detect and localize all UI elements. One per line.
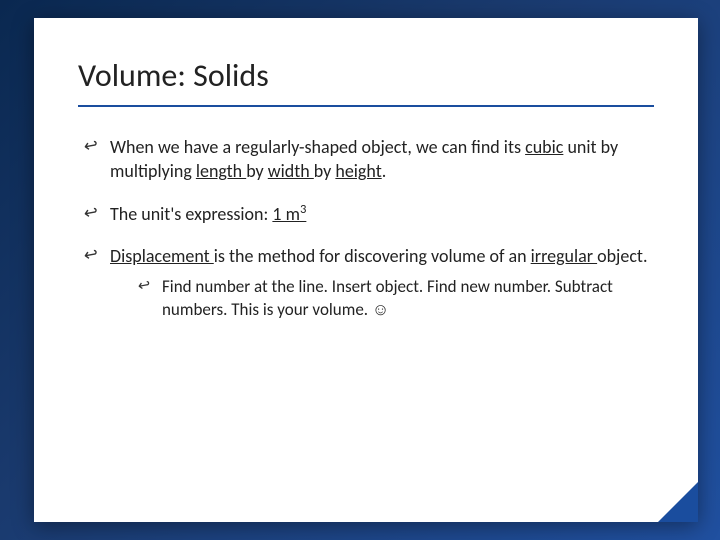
underline-span: Displacement [110, 245, 214, 267]
text-span: object. [597, 245, 647, 267]
bullet-item: When we have a regularly-shaped object, … [84, 135, 654, 184]
text-span: The unit's expression: [110, 203, 272, 225]
underline-span: width [268, 160, 314, 182]
superscript: 3 [300, 202, 306, 217]
text-span: 1 m [272, 203, 300, 225]
corner-accent [658, 482, 698, 522]
bullet-item: Displacement is the method for discoveri… [84, 244, 654, 322]
slide-title: Volume: Solids [78, 56, 654, 107]
slide-card: Volume: Solids When we have a regularly-… [34, 18, 698, 522]
underline-span: cubic [525, 136, 563, 158]
text-span: is the method for discovering volume of … [214, 245, 531, 267]
text-span: Find number at the line. Insert object. … [162, 276, 613, 320]
text-span: by [314, 160, 336, 182]
text-span: by [246, 160, 268, 182]
underline-span: length [196, 160, 246, 182]
text-span: When we have a regularly-shaped object, … [110, 136, 525, 158]
underline-span: irregular [531, 245, 597, 267]
underline-span: 1 m3 [272, 203, 306, 225]
sub-bullet-item: Find number at the line. Insert object. … [138, 276, 654, 322]
underline-span: height [335, 160, 381, 182]
bullet-item: The unit's expression: 1 m3 [84, 202, 654, 226]
bullet-list: When we have a regularly-shaped object, … [78, 135, 654, 322]
text-span: . [382, 160, 387, 182]
sub-bullet-list: Find number at the line. Insert object. … [110, 276, 654, 322]
